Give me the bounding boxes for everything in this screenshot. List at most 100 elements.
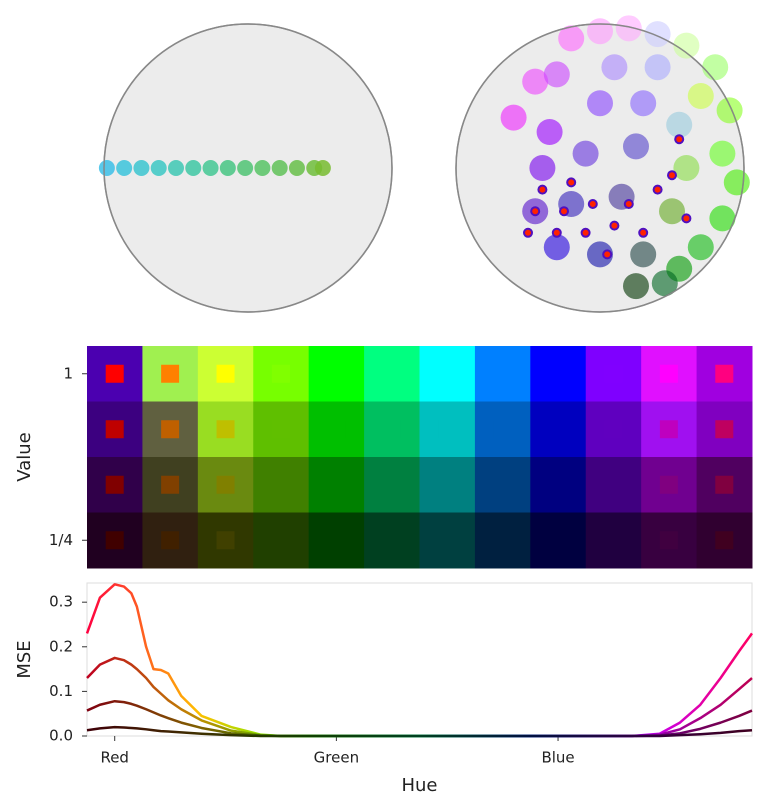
cell-inner xyxy=(659,420,678,439)
point xyxy=(659,198,685,225)
cell-inner xyxy=(382,420,401,439)
point xyxy=(644,21,671,48)
point xyxy=(150,160,167,176)
point xyxy=(652,184,663,195)
disc-outline xyxy=(103,23,393,313)
cell-inner xyxy=(327,364,346,383)
series-line xyxy=(86,656,753,738)
cell-inner xyxy=(493,531,512,550)
y-tick-label: 0.2 xyxy=(49,637,73,655)
point xyxy=(559,206,569,217)
cell-inner xyxy=(715,475,734,494)
cell-inner xyxy=(105,420,124,439)
point xyxy=(638,227,649,238)
cell-inner xyxy=(493,364,512,383)
cell-inner xyxy=(604,364,623,383)
point xyxy=(543,234,570,261)
point xyxy=(536,119,563,145)
point xyxy=(687,234,714,261)
cell-inner xyxy=(161,420,180,439)
cell-inner xyxy=(327,420,346,439)
point xyxy=(185,160,202,176)
cell-inner xyxy=(659,364,678,383)
cell-inner xyxy=(271,364,290,383)
point xyxy=(543,61,570,88)
x-tick-label: Green xyxy=(314,749,359,767)
cell-inner xyxy=(438,420,457,439)
series-line xyxy=(86,699,753,738)
cell-inner xyxy=(161,364,180,383)
cell-inner xyxy=(659,475,678,494)
point xyxy=(601,54,628,81)
cell-inner xyxy=(493,420,512,439)
cell-inner xyxy=(271,475,290,494)
point xyxy=(674,134,685,145)
cell-inner xyxy=(382,475,401,494)
point xyxy=(709,140,736,167)
cell-inner xyxy=(715,420,734,439)
cell-inner xyxy=(327,475,346,494)
y-axis-label: MSE xyxy=(14,640,35,678)
cell-inner xyxy=(549,364,568,383)
point xyxy=(566,177,577,188)
point xyxy=(630,90,657,117)
point xyxy=(587,18,613,45)
cell-inner xyxy=(216,364,235,383)
point xyxy=(98,160,115,176)
point xyxy=(133,160,150,176)
cell-inner xyxy=(604,420,623,439)
point xyxy=(702,54,729,81)
point xyxy=(580,227,591,238)
point xyxy=(202,160,219,176)
cell-inner xyxy=(549,475,568,494)
point xyxy=(522,68,549,95)
point xyxy=(288,160,305,176)
cell-inner xyxy=(549,531,568,550)
point xyxy=(558,25,585,52)
cell-inner xyxy=(161,531,180,550)
point xyxy=(523,227,533,238)
cell-inner xyxy=(438,364,457,383)
x-tick-label: Blue xyxy=(541,749,574,767)
cell-inner xyxy=(271,531,290,550)
cell-inner xyxy=(438,531,457,550)
point xyxy=(673,155,700,181)
point xyxy=(716,97,743,124)
series-line xyxy=(85,583,754,738)
x-axis-label: Hue xyxy=(401,775,437,796)
point xyxy=(237,160,254,176)
cell-inner xyxy=(105,475,124,494)
point xyxy=(623,199,634,209)
point xyxy=(254,160,271,176)
y-tick-label: 0.1 xyxy=(49,682,73,700)
point xyxy=(271,160,288,176)
point xyxy=(623,273,649,300)
cell-inner xyxy=(271,420,290,439)
y-axis-label: Value xyxy=(14,432,35,481)
y-tick-label: 0.0 xyxy=(49,727,73,745)
cell-inner xyxy=(715,364,734,383)
cell-inner xyxy=(604,475,623,494)
point xyxy=(687,83,714,109)
point xyxy=(529,155,556,181)
cell-inner xyxy=(659,531,678,550)
point xyxy=(681,213,692,224)
point xyxy=(609,220,620,231)
point xyxy=(651,270,678,297)
cell-inner xyxy=(216,420,235,439)
point xyxy=(587,90,613,117)
point xyxy=(709,205,736,232)
point xyxy=(673,32,700,59)
cell-inner xyxy=(216,475,235,494)
point xyxy=(723,169,750,196)
y-tick-label: 0.3 xyxy=(49,593,73,611)
point xyxy=(314,160,331,176)
point xyxy=(168,160,184,176)
point xyxy=(537,184,548,195)
cell-inner xyxy=(382,531,401,550)
cell-inner xyxy=(216,531,235,550)
point xyxy=(116,160,133,176)
y-tick-label: 1/4 xyxy=(49,531,73,549)
point xyxy=(623,133,649,160)
